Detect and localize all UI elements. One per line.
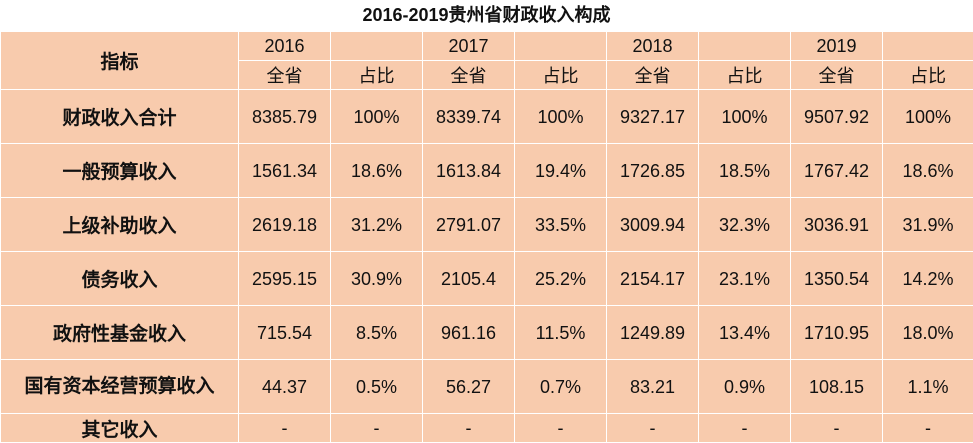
value-cell: 1561.34 [239,144,331,198]
year-header: 2018 [607,32,699,61]
spreadsheet: 2016-2019贵州省财政收入构成 指标 2016 2017 2018 201… [0,0,973,434]
share-cell: - [515,414,607,443]
year-header-blank [515,32,607,61]
share-cell: 18.6% [883,144,973,198]
province-header: 全省 [239,61,331,90]
value-cell: 2791.07 [423,198,515,252]
table-title: 2016-2019贵州省财政收入构成 [0,0,973,31]
row-label: 政府性基金收入 [1,306,239,360]
share-header: 占比 [883,61,973,90]
value-cell: 2154.17 [607,252,699,306]
share-cell: 19.4% [515,144,607,198]
value-cell: 9507.92 [791,90,883,144]
province-header: 全省 [791,61,883,90]
value-cell: 961.16 [423,306,515,360]
row-label: 上级补助收入 [1,198,239,252]
value-cell: 1350.54 [791,252,883,306]
share-cell: 30.9% [331,252,423,306]
share-cell: 100% [331,90,423,144]
value-cell: 3036.91 [791,198,883,252]
row-label: 债务收入 [1,252,239,306]
value-cell: 9327.17 [607,90,699,144]
share-cell: 100% [515,90,607,144]
share-cell: 33.5% [515,198,607,252]
share-cell: 31.2% [331,198,423,252]
share-cell: 0.7% [515,360,607,414]
share-header: 占比 [515,61,607,90]
year-header-blank [331,32,423,61]
share-cell: 0.9% [699,360,791,414]
row-label: 财政收入合计 [1,90,239,144]
year-header: 2017 [423,32,515,61]
value-cell: 8339.74 [423,90,515,144]
share-cell: 32.3% [699,198,791,252]
share-cell: 8.5% [331,306,423,360]
value-cell: 1767.42 [791,144,883,198]
year-header-blank [699,32,791,61]
value-cell: - [423,414,515,443]
value-cell: - [607,414,699,443]
row-label: 国有资本经营预算收入 [1,360,239,414]
value-cell: 1249.89 [607,306,699,360]
share-header: 占比 [699,61,791,90]
year-header: 2019 [791,32,883,61]
province-header: 全省 [423,61,515,90]
value-cell: 1726.85 [607,144,699,198]
share-header: 占比 [331,61,423,90]
value-cell: - [239,414,331,443]
share-cell: 23.1% [699,252,791,306]
value-cell: 715.54 [239,306,331,360]
value-cell: 83.21 [607,360,699,414]
share-cell: 18.6% [331,144,423,198]
revenue-table: 指标 2016 2017 2018 2019 全省 占比 全省 占比 全省 占比… [0,31,973,443]
row-label: 一般预算收入 [1,144,239,198]
value-cell: 1710.95 [791,306,883,360]
share-cell: 100% [883,90,973,144]
value-cell: 8385.79 [239,90,331,144]
share-cell: 14.2% [883,252,973,306]
share-cell: 0.5% [331,360,423,414]
year-header-blank [883,32,973,61]
share-cell: 13.4% [699,306,791,360]
share-cell: - [699,414,791,443]
share-cell: 1.1% [883,360,973,414]
share-cell: 18.0% [883,306,973,360]
share-cell: 11.5% [515,306,607,360]
share-cell: 31.9% [883,198,973,252]
share-cell: 100% [699,90,791,144]
value-cell: 2619.18 [239,198,331,252]
value-cell: 1613.84 [423,144,515,198]
share-cell: 18.5% [699,144,791,198]
value-cell: 44.37 [239,360,331,414]
table-row: 其它收入-------- [1,414,973,443]
value-cell: - [791,414,883,443]
row-label: 其它收入 [1,414,239,443]
share-cell: 25.2% [515,252,607,306]
share-cell: - [883,414,973,443]
indicator-header: 指标 [1,32,239,90]
value-cell: 3009.94 [607,198,699,252]
value-cell: 2105.4 [423,252,515,306]
value-cell: 56.27 [423,360,515,414]
year-header: 2016 [239,32,331,61]
share-cell: - [331,414,423,443]
province-header: 全省 [607,61,699,90]
value-cell: 108.15 [791,360,883,414]
value-cell: 2595.15 [239,252,331,306]
